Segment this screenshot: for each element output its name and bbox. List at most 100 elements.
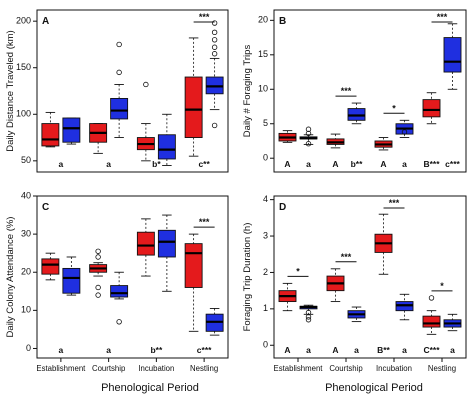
outlier-point [95, 284, 101, 291]
box [62, 267, 81, 294]
significance-label: *** [341, 86, 352, 96]
y-tick-label: 2 [263, 267, 268, 277]
box-red-incubation [136, 81, 155, 162]
box-blue-courtship [110, 271, 129, 325]
box-blue-courtship [347, 306, 366, 323]
x-category-label: Establishment [274, 364, 324, 373]
group-letter: A [380, 159, 386, 169]
group-letter: a [306, 159, 311, 169]
x-category-label: Establishment [36, 364, 86, 373]
box-blue-courtship [110, 41, 129, 139]
outlier-point [143, 81, 149, 88]
y-tick-label: 100 [16, 109, 31, 119]
group-letter: b** [150, 345, 163, 355]
outlier-point [211, 29, 218, 36]
box-blue-nestling [443, 23, 462, 90]
box-red-establishment [41, 111, 60, 148]
panel-c: C 0 10 20 30 40 Daily Colony Attendance (%) Est… [5, 190, 229, 373]
box-red-establishment [278, 130, 297, 143]
box [422, 315, 441, 328]
box-blue-establishment [299, 304, 318, 323]
group-letter: B*** [423, 159, 440, 169]
outlier-point [401, 129, 408, 135]
group-letter: a [59, 159, 64, 169]
box-blue-establishment [299, 126, 318, 147]
box-blue-establishment [62, 117, 81, 145]
y-tick-label: 50 [21, 155, 31, 165]
box [62, 117, 81, 143]
y-tick-label: 15 [258, 49, 268, 59]
significance-label: *** [199, 12, 210, 22]
outlier-point [211, 122, 218, 129]
box [110, 285, 129, 298]
box-red-nestling [422, 295, 441, 335]
y-tick-label: 40 [21, 190, 31, 200]
box-red-establishment [278, 282, 297, 312]
box-red-courtship [89, 248, 108, 298]
outlier-point [116, 319, 122, 325]
outlier-point [95, 248, 101, 254]
box [157, 229, 176, 258]
significance-label: *** [199, 217, 210, 227]
box-red-courtship [326, 268, 345, 303]
outlier-point [305, 317, 312, 323]
y-tick-label: 0 [263, 153, 268, 163]
box-red-incubation [374, 213, 393, 275]
box [41, 123, 60, 147]
group-letter: b* [152, 159, 161, 169]
outlier-point [211, 44, 218, 50]
box-blue-incubation [157, 113, 176, 166]
group-letter: a [402, 159, 407, 169]
group-letter: B** [377, 345, 390, 355]
x-category-label: Incubation [376, 364, 412, 373]
x-category-label: Incubation [138, 364, 174, 373]
box [422, 99, 441, 118]
y-tick-label: 0 [263, 340, 268, 350]
y-tick-label: 10 [21, 305, 31, 315]
group-letter: a [106, 345, 111, 355]
y-tick-label: 20 [21, 267, 31, 277]
y-tick-label: 1 [263, 303, 268, 313]
group-letter: c*** [445, 159, 460, 169]
box-red-nestling [422, 92, 441, 125]
y-tick-label: 0 [26, 343, 31, 353]
outlier-point [428, 295, 435, 301]
y-axis-title: Daily Distance Traveled (km) [5, 30, 16, 151]
plot-frame [36, 9, 229, 173]
x-category-label: Courtship [92, 364, 126, 373]
group-letter: a [354, 345, 359, 355]
y-tick-label: 4 [263, 194, 268, 204]
box [41, 258, 60, 275]
box [157, 134, 176, 160]
group-letter: C*** [423, 345, 440, 355]
y-axis-title: Daily Colony Attendance (%) [5, 217, 16, 338]
y-tick-label: 20 [258, 15, 268, 25]
y-axis-title: Foraging Trip Duration (h) [242, 223, 253, 332]
box-red-nestling [184, 37, 203, 157]
panel-d: D 0 1 2 3 4 Foraging Trip Duration (h) Establis… [242, 194, 467, 373]
group-letter: a [59, 345, 64, 355]
panel-label: C [42, 202, 49, 213]
panel-label: D [279, 202, 286, 213]
group-letter: b** [351, 159, 364, 169]
outlier-point [305, 126, 312, 132]
significance-label: *** [341, 252, 352, 262]
box-red-incubation [374, 137, 393, 151]
group-letter: c*** [197, 345, 212, 355]
box-blue-incubation [395, 119, 414, 138]
y-tick-label: 30 [21, 228, 31, 238]
box-blue-nestling [443, 313, 462, 332]
group-letter: A [332, 159, 338, 169]
group-letter: a [450, 345, 455, 355]
significance-label: * [392, 103, 396, 113]
group-letter: A [284, 345, 290, 355]
plot-frame [273, 9, 467, 173]
group-letter: c** [198, 159, 210, 169]
significance-label: *** [437, 12, 448, 22]
significance-label: * [440, 281, 444, 291]
outlier-point [116, 41, 122, 48]
x-category-label: Courtship [329, 364, 363, 373]
box-blue-courtship [347, 102, 366, 125]
